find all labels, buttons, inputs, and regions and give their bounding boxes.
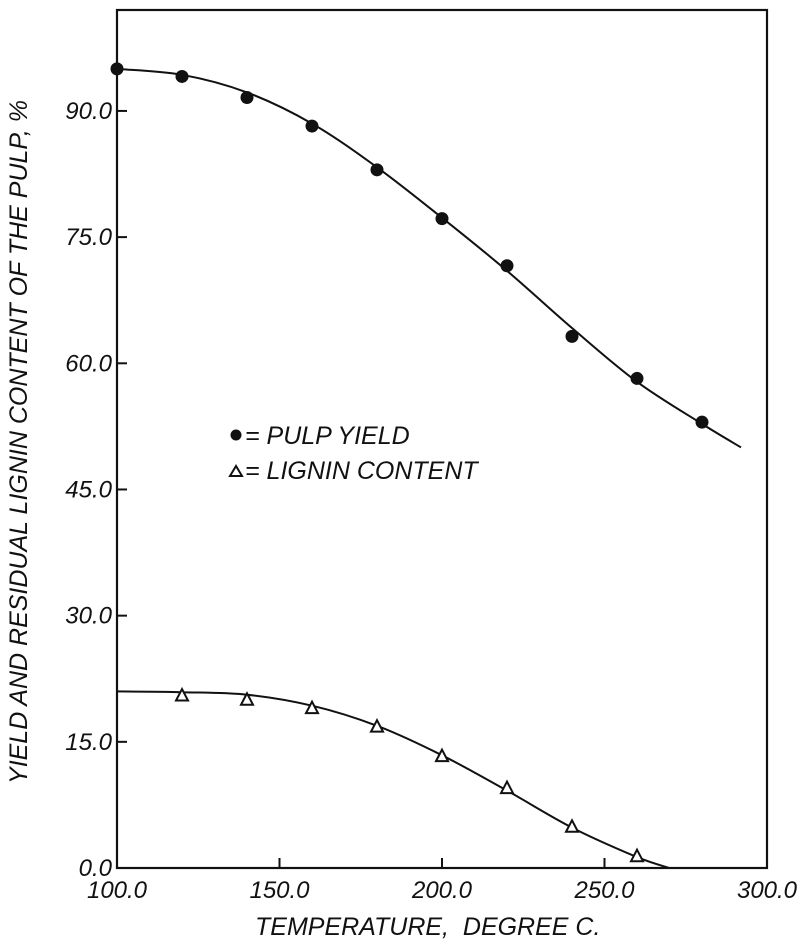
point-pulp-yield	[695, 415, 709, 429]
x-tick-label: 300.0	[737, 877, 798, 904]
x-tick-label: 100.0	[87, 877, 148, 904]
y-tick-label: 90.0	[65, 98, 112, 125]
fit-curve-lignin-content	[116, 690, 670, 869]
point-lignin-content	[629, 847, 645, 863]
plot-frame	[115, 8, 769, 870]
point-pulp-yield	[370, 163, 384, 177]
point-pulp-yield	[565, 329, 579, 343]
point-pulp-yield	[305, 119, 319, 133]
point-lignin-content	[499, 779, 515, 795]
point-pulp-yield	[630, 371, 644, 385]
y-axis-title: YIELD AND RESIDUAL LIGNIN CONTENT OF THE…	[5, 100, 33, 784]
point-lignin-content	[369, 718, 385, 733]
point-lignin-content	[434, 747, 450, 763]
x-tick-label: 200.0	[411, 877, 473, 904]
y-tick-label: 0.0	[79, 855, 113, 882]
y-tick-label: 15.0	[65, 729, 112, 756]
point-lignin-content	[564, 818, 580, 833]
point-pulp-yield	[500, 259, 514, 273]
point-pulp-yield	[175, 69, 189, 83]
y-tick-label: 45.0	[65, 476, 112, 503]
x-axis-ticks: 100.0 150.0 200.0 250.0 300.0	[87, 858, 798, 904]
y-tick-label: 75.0	[65, 224, 112, 251]
y-axis-ticks: 0.0 15.0 30.0 45.0 60.0 75.0 90.0	[65, 98, 127, 882]
x-tick-label: 150.0	[249, 877, 310, 904]
point-lignin-content	[239, 691, 255, 706]
point-pulp-yield	[435, 212, 449, 226]
point-lignin-content	[174, 686, 190, 702]
point-pulp-yield	[240, 90, 254, 104]
fit-curve-pulp-yield	[116, 67, 742, 449]
y-tick-label: 30.0	[65, 603, 112, 630]
legend-label-lignin-content: = LIGNIN CONTENT	[245, 457, 479, 485]
point-pulp-yield	[110, 62, 124, 76]
legend-marker-lignin-content	[228, 464, 244, 477]
legend: = PULP YIELD = LIGNIN CONTENT	[228, 422, 479, 485]
x-tick-label: 250.0	[573, 877, 635, 904]
point-lignin-content	[304, 699, 320, 715]
data-markers	[110, 62, 709, 863]
x-axis-title: TEMPERATURE, DEGREE C.	[255, 913, 600, 941]
legend-label-pulp-yield: = PULP YIELD	[245, 422, 410, 450]
y-tick-label: 60.0	[65, 350, 112, 377]
legend-marker-pulp-yield	[230, 429, 242, 441]
